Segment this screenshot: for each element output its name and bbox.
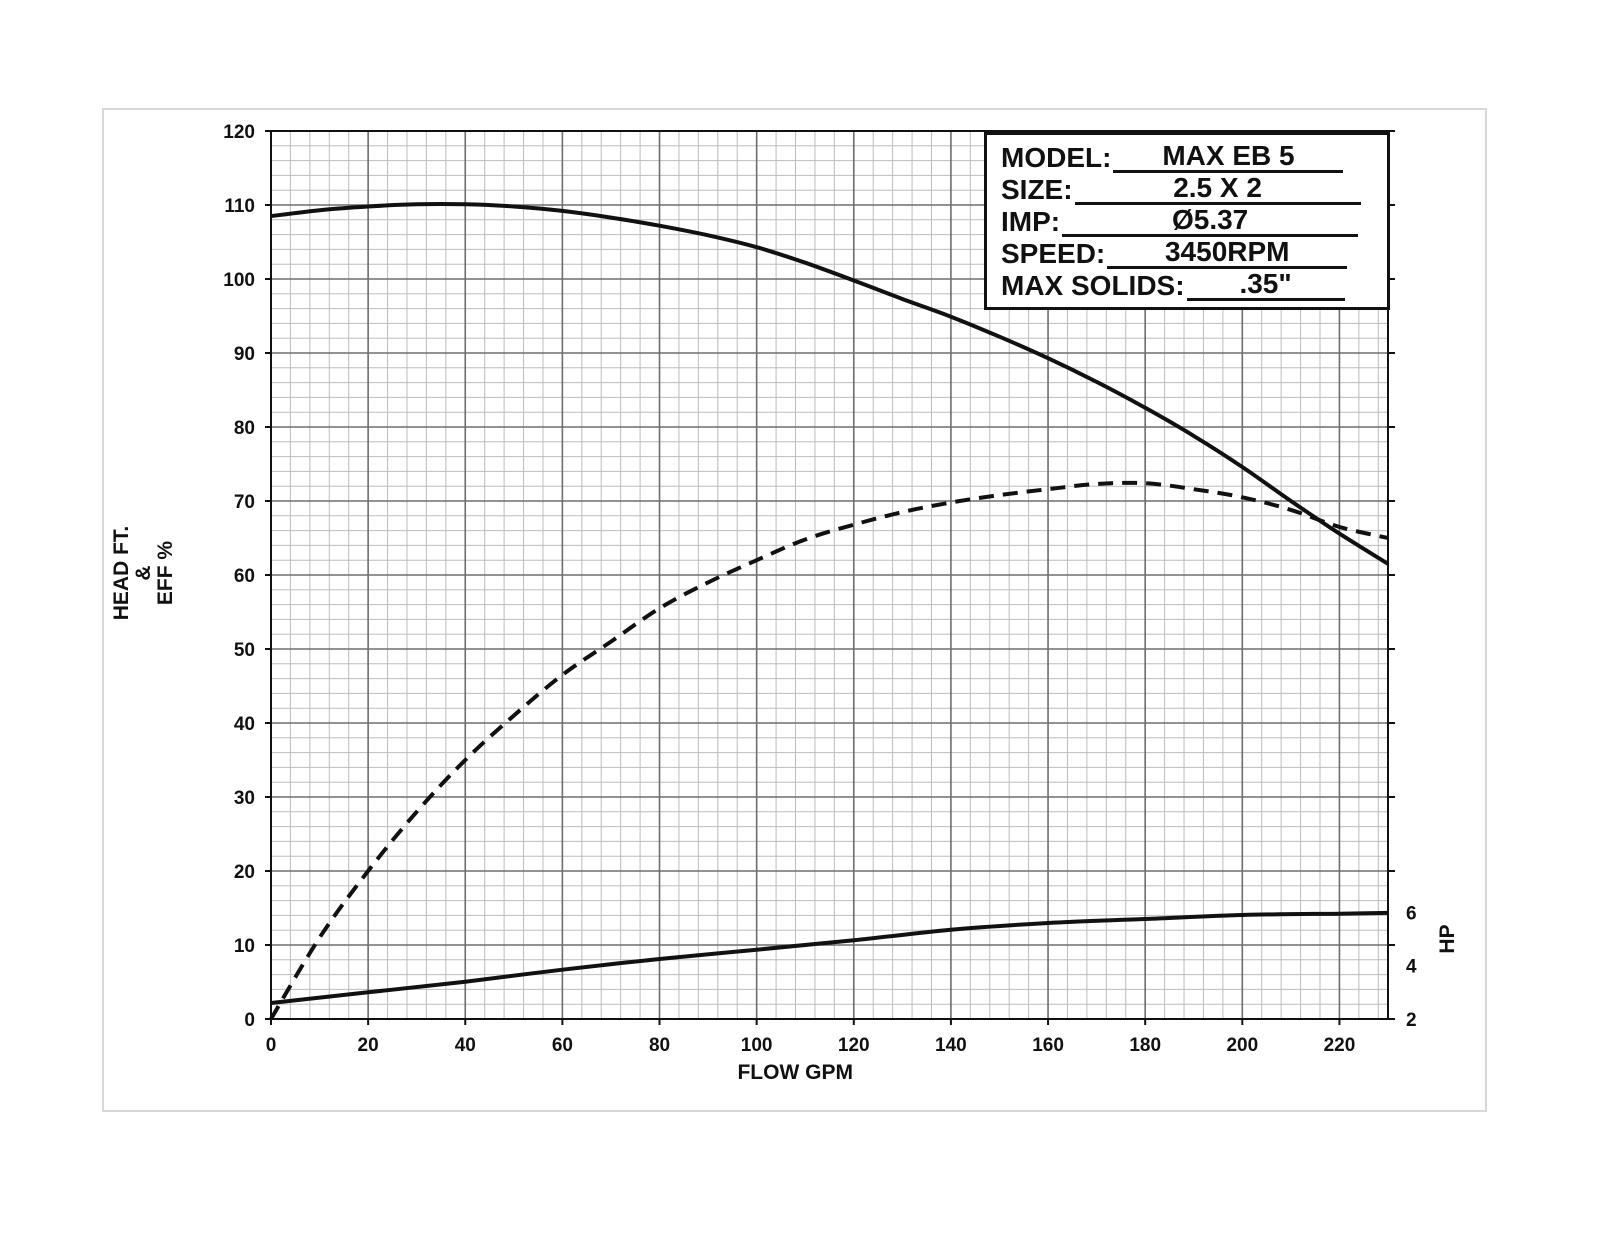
y-tick-label: 80 xyxy=(234,418,255,439)
spec-value: 3450RPM xyxy=(1107,238,1348,269)
spec-key: MODEL: xyxy=(1001,142,1112,173)
spec-row-model: MODEL: MAX EB 5 xyxy=(1001,141,1387,173)
spec-value: Ø5.37 xyxy=(1062,206,1359,237)
y-axis-label-line: HEAD FT. xyxy=(110,526,133,621)
spec-value: 2.5 X 2 xyxy=(1074,174,1361,205)
y2-axis-label: HP xyxy=(1436,924,1459,953)
y-tick-label: 60 xyxy=(234,566,255,587)
y-tick-label: 40 xyxy=(234,714,255,735)
x-tick-label: 160 xyxy=(1032,1035,1064,1056)
x-axis-label: FLOW GPM xyxy=(737,1061,852,1084)
spec-row-speed: SPEED: 3450RPM xyxy=(1001,237,1387,269)
x-tick-label: 120 xyxy=(838,1035,870,1056)
pump-spec-box: MODEL: MAX EB 5 SIZE: 2.5 X 2 IMP: Ø5.37… xyxy=(984,132,1390,310)
spec-key: IMP: xyxy=(1001,206,1061,237)
horsepower-curve xyxy=(270,910,1389,1005)
y-tick-label: 110 xyxy=(224,196,255,217)
x-tick-label: 200 xyxy=(1226,1035,1258,1056)
y2-tick-label: 4 xyxy=(1406,957,1417,978)
y2-tick-label: 6 xyxy=(1406,903,1417,924)
x-tick-label: 20 xyxy=(358,1035,379,1056)
spec-row-max-solids: MAX SOLIDS: .35" xyxy=(1001,269,1387,301)
chart-frame xyxy=(102,108,1487,1112)
efficiency-curve xyxy=(269,480,1389,1021)
y-tick-label: 50 xyxy=(234,640,255,661)
y-tick-label: 10 xyxy=(234,936,255,957)
x-tick-label: 0 xyxy=(266,1035,277,1056)
y-tick-label: 70 xyxy=(234,492,255,513)
head-curve xyxy=(270,202,1390,566)
x-tick-label: 220 xyxy=(1324,1035,1356,1056)
spec-key: SPEED: xyxy=(1001,238,1106,269)
x-tick-label: 100 xyxy=(741,1035,773,1056)
y-axis-label: HEAD FT.&EFF % xyxy=(110,526,177,621)
x-tick-label: 80 xyxy=(649,1035,670,1056)
spec-value: .35" xyxy=(1186,270,1345,301)
y-tick-label: 120 xyxy=(223,122,255,143)
y-axis-label-line: EFF % xyxy=(154,541,177,605)
x-tick-label: 140 xyxy=(935,1035,967,1056)
series-layer xyxy=(269,202,1390,1021)
x-tick-label: 60 xyxy=(552,1035,573,1056)
y-tick-label: 100 xyxy=(223,270,255,291)
y-axis-label-line: & xyxy=(132,565,155,580)
y-tick-label: 30 xyxy=(234,788,255,809)
y-tick-label: 20 xyxy=(234,862,255,883)
y-tick-label: 90 xyxy=(234,344,255,365)
labels-layer: 0 20 40 60 80 100 120 140 160 180 200 220 0 10 20 30 40 5… xyxy=(110,122,1459,1084)
spec-key: MAX SOLIDS: xyxy=(1001,270,1185,301)
y-tick-label: 0 xyxy=(244,1010,255,1031)
x-tick-label: 180 xyxy=(1129,1035,1161,1056)
spec-key: SIZE: xyxy=(1001,174,1073,205)
spec-row-impeller: IMP: Ø5.37 xyxy=(1001,205,1387,237)
spec-row-size: SIZE: 2.5 X 2 xyxy=(1001,173,1387,205)
y2-tick-label: 2 xyxy=(1406,1010,1417,1031)
spec-value: MAX EB 5 xyxy=(1113,142,1344,173)
x-tick-label: 40 xyxy=(455,1035,476,1056)
